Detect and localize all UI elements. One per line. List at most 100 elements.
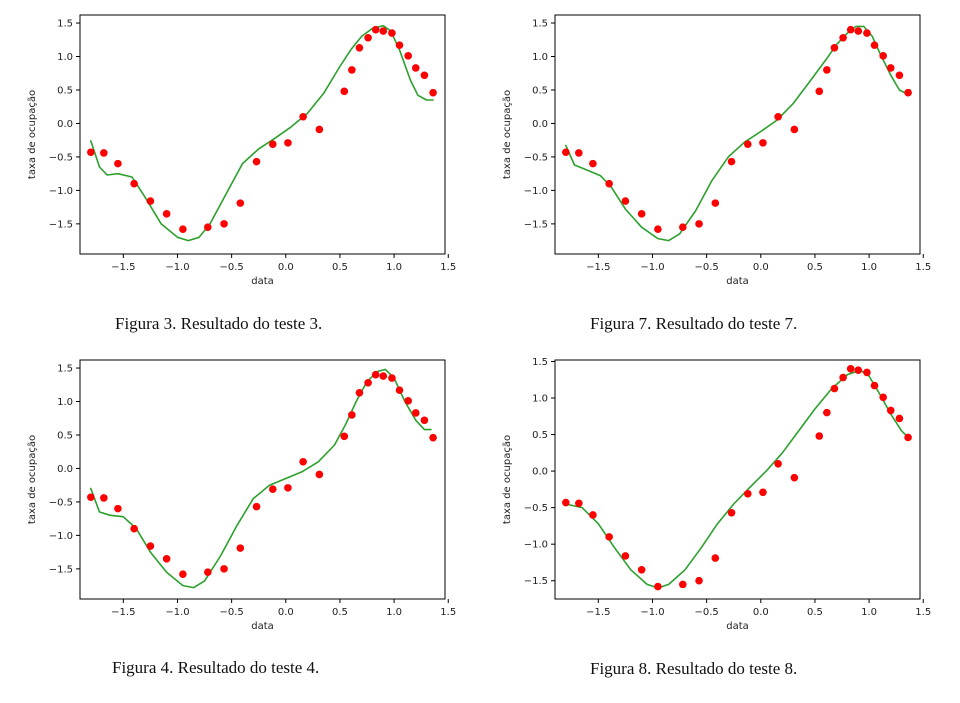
data-point: [886, 64, 895, 72]
data-point: [774, 112, 782, 121]
data-point: [846, 25, 855, 34]
data-point: [348, 66, 356, 74]
data-point: [605, 533, 613, 541]
data-point: [130, 179, 138, 188]
y-tick-label: 1.5: [532, 357, 548, 368]
y-axis-label: taxa de ocupação: [27, 90, 38, 179]
x-tick-label: 1.0: [861, 262, 877, 273]
data-point: [284, 484, 292, 492]
data-point: [790, 125, 799, 134]
data-point: [904, 433, 912, 442]
data-point: [411, 64, 420, 72]
data-point: [252, 157, 261, 166]
y-tick-label: 1.0: [532, 394, 548, 405]
x-tick-label: −1.5: [111, 262, 135, 273]
data-point: [268, 485, 277, 494]
y-tick-label: −0.5: [524, 152, 548, 163]
data-point: [621, 552, 630, 560]
data-point: [695, 220, 703, 228]
data-point: [589, 159, 597, 168]
data-point: [711, 554, 720, 562]
data-point: [388, 374, 396, 382]
x-tick-label: 1.5: [440, 607, 456, 618]
x-tick-label: 1.5: [915, 262, 931, 273]
data-point: [679, 223, 687, 232]
data-point: [654, 582, 662, 591]
data-point: [879, 52, 887, 60]
x-tick-label: 1.0: [386, 262, 402, 273]
x-tick-label: 0.5: [332, 262, 348, 273]
y-tick-label: 1.5: [57, 19, 73, 30]
data-point: [870, 381, 879, 390]
data-point: [904, 88, 912, 97]
data-point: [162, 210, 171, 218]
y-tick-label: −1.0: [524, 186, 548, 197]
chart-figura-8: −1.5 −1.0 −0.5 0.0 0.5 1.0 1.5 −1.5 −1.0 −0.5 0.0 0…: [502, 357, 931, 632]
y-tick-label: −1.5: [49, 219, 73, 230]
data-point: [315, 470, 324, 479]
x-tick-label: −1.5: [586, 607, 610, 618]
data-point: [371, 25, 380, 34]
data-point: [179, 225, 187, 234]
data-point: [839, 373, 847, 382]
x-tick-label: 0.0: [753, 607, 769, 618]
data-point: [411, 409, 420, 417]
y-tick-label: −1.5: [49, 564, 73, 575]
data-point: [404, 52, 412, 60]
x-axis-label: data: [726, 621, 749, 632]
x-tick-label: 0.0: [278, 262, 294, 273]
x-tick-label: 1.0: [386, 607, 402, 618]
y-axis-label: taxa de ocupação: [502, 435, 513, 524]
y-axis-label: taxa de ocupação: [502, 90, 513, 179]
x-tick-label: 1.5: [440, 262, 456, 273]
y-tick-label: −0.5: [49, 497, 73, 508]
data-point: [815, 87, 824, 96]
y-tick-label: −0.5: [524, 503, 548, 514]
caption-figura-7: Figura 7. Resultado do teste 7.: [590, 314, 798, 333]
y-tick-label: −0.5: [49, 152, 73, 163]
data-point: [284, 139, 292, 147]
chart-figura-4: −1.5 −1.0 −0.5 0.0 0.5 1.0 1.5 −1.5 −1.0 −0.5 0.0 0…: [27, 359, 456, 632]
data-point: [854, 366, 863, 375]
x-tick-label: −1.5: [111, 607, 135, 618]
data-point: [790, 473, 799, 482]
y-tick-label: 0.0: [532, 467, 548, 478]
data-point: [589, 511, 597, 519]
y-tick-label: 0.0: [57, 119, 73, 130]
data-point: [429, 88, 437, 97]
chart-figura-3: −1.5 −1.0 −0.5 0.0 0.5 1.0 1.5 −1.5 −1.0 −0.5 0.0 0…: [27, 14, 456, 287]
data-point: [340, 432, 349, 441]
x-axis-label: data: [251, 276, 274, 287]
data-point: [605, 179, 613, 188]
x-tick-label: −0.5: [694, 262, 718, 273]
data-point: [379, 27, 388, 35]
y-tick-label: 1.0: [57, 397, 73, 408]
data-point: [236, 199, 245, 207]
plot-frame: [79, 14, 446, 255]
data-point: [846, 364, 855, 373]
data-point: [146, 542, 155, 550]
x-tick-label: −0.5: [219, 607, 243, 618]
y-tick-label: 0.5: [57, 430, 73, 441]
y-tick-label: 0.0: [57, 464, 73, 475]
data-point: [759, 139, 767, 147]
data-point: [830, 44, 839, 52]
x-axis-label: data: [726, 276, 749, 287]
y-tick-label: 0.0: [532, 119, 548, 130]
data-point: [830, 384, 839, 393]
data-point: [879, 393, 887, 402]
data-point: [404, 397, 412, 405]
data-point: [299, 457, 307, 466]
data-point: [870, 41, 879, 49]
x-axis-label: data: [251, 621, 274, 632]
y-tick-label: 0.5: [532, 85, 548, 96]
data-point: [204, 568, 212, 577]
data-point: [395, 41, 404, 49]
data-point: [863, 368, 871, 377]
data-point: [743, 140, 752, 149]
data-point: [100, 149, 108, 157]
data-point: [695, 576, 703, 585]
data-point: [379, 372, 388, 380]
y-tick-label: 0.5: [532, 430, 548, 441]
data-point: [743, 489, 752, 498]
